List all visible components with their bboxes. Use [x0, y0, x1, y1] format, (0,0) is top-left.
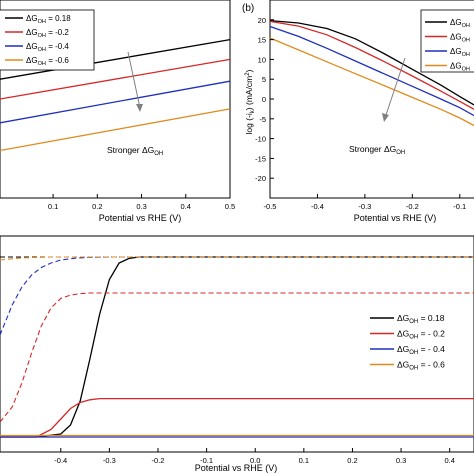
panel-c-series-line [0, 256, 474, 336]
panel-b-ytick-label: -15 [255, 154, 266, 163]
panel-b-series-line [269, 19, 474, 106]
panel-c: -0.4 -0.3 -0.2 -0.1 0.0 0.1 0.2 0.3 0.4 Potentia… [0, 235, 474, 473]
panel-a-xtick-label: 0.1 [48, 202, 58, 211]
panel-b-legend-box [420, 9, 474, 73]
panel-a-series-line [0, 108, 231, 152]
panel-c-xtick-label: -0.4 [54, 456, 67, 465]
panel-c-xtick-label: 0.0 [250, 456, 260, 465]
panel-b-xtick-label: -0.5 [264, 202, 277, 211]
panel-b-series-line [269, 25, 474, 117]
panel-c-xtick-label: 0.4 [444, 456, 454, 465]
panel-a-xticks: 0.1 0.2 0.3 0.4 0.5 [48, 194, 235, 211]
panel-b-series-line [269, 37, 474, 127]
panel-b-xtick-label: -0.1 [453, 202, 466, 211]
panel-c-legend-label: ΔGOH = 0.18 [397, 313, 445, 325]
panel-b-ylabel: log (-ik) (mA/cm2) [244, 69, 256, 134]
panel-a-xtick-label: 0.2 [92, 202, 102, 211]
panel-c-series-line [0, 256, 474, 261]
panel-c-xtick-label: -0.2 [152, 456, 165, 465]
panel-b-ytick-label: 5 [262, 75, 266, 84]
panel-b-xtick-label: -0.4 [311, 202, 324, 211]
panel-b-ytick-label: 10 [258, 55, 266, 64]
panel-a-series [0, 38, 231, 152]
panel-b: (b) -0.5 -0.4 -0.3 -0.2 -0.1 20 15 10 5 0 -5 -10 -1… [242, 0, 474, 223]
panel-c-legend: ΔGOH = 0.18 ΔGOH = - 0.2 ΔGOH = - 0.4 ΔGOH … [370, 313, 445, 372]
panel-c-xtick-label: -0.1 [200, 456, 213, 465]
panel-b-ytick-label: -10 [255, 135, 266, 144]
panel-a-legend-label: ΔGOH = -0.4 [26, 42, 69, 53]
panel-a-arrow [127, 51, 141, 109]
panel-b-yticks: 20 15 10 5 0 -5 -10 -15 -20 [255, 16, 274, 183]
panel-c-series-line [0, 397, 474, 438]
panel-c-legend-label: ΔGOH = - 0.6 [397, 360, 445, 372]
panel-a-legend-box [0, 9, 95, 71]
panel-b-ytick-label: 20 [258, 16, 266, 25]
panel-c-series-line [0, 292, 474, 423]
panel-c-xlabel: Potential vs RHE (V) [195, 463, 278, 473]
panel-a-series-line [0, 80, 231, 124]
panel-c-legend-label: ΔGOH = - 0.4 [397, 344, 445, 356]
panel-a-xlabel: Potential vs RHE (V) [99, 213, 182, 223]
panel-b-series-line [269, 20, 474, 110]
panel-a-legend-label: ΔGOH = 0.18 [26, 14, 71, 25]
panel-a-xtick-label: 0.5 [225, 202, 235, 211]
panel-c-xtick-label: 0.1 [299, 456, 309, 465]
panel-c-frame [0, 235, 474, 453]
panel-c-xtick-label: -0.3 [103, 456, 116, 465]
panel-b-legend-label: ΔGOH [450, 47, 470, 58]
panel-b-arrow [384, 57, 406, 119]
panel-b-arrow-head [382, 113, 389, 122]
panel-b-legend-label: ΔGOH [450, 18, 470, 29]
panel-b-annotation: Stronger ΔGOH [349, 144, 405, 156]
panel-a-legend-label: ΔGOH = -0.2 [26, 28, 69, 39]
panel-a-legend-label: ΔGOH = -0.6 [26, 56, 69, 67]
panel-b-ytick-label: -20 [255, 174, 266, 183]
panel-a-legend: ΔGOH = 0.18 ΔGOH = -0.2 ΔGOH = -0.4 ΔGOH = … [5, 14, 71, 67]
panel-a: 0.1 0.2 0.3 0.4 0.5 Potential vs RHE (V) ΔGO… [0, 0, 235, 223]
panel-a-xtick-label: 0.3 [136, 202, 146, 211]
panel-c-xticks: -0.4 -0.3 -0.2 -0.1 0.0 0.1 0.2 0.3 0.4 [54, 448, 455, 465]
panel-b-xlabel: Potential vs RHE (V) [354, 213, 437, 223]
panel-a-xtick-label: 0.4 [181, 202, 191, 211]
panel-c-series [0, 256, 474, 438]
panel-b-legend-label: ΔGOH [450, 33, 470, 44]
panel-b-xtick-label: -0.3 [358, 202, 371, 211]
panel-b-xtick-label: -0.2 [406, 202, 419, 211]
panel-c-legend-label: ΔGOH = - 0.2 [397, 329, 445, 341]
panel-c-xtick-label: 0.3 [396, 456, 406, 465]
panel-b-series [269, 19, 474, 127]
panel-a-series-line [0, 58, 231, 100]
panel-a-series-line [0, 38, 231, 80]
panel-a-annotation: Stronger ΔGOH [107, 145, 163, 157]
panel-b-ytick-label: 15 [258, 36, 266, 45]
panel-b-legend: ΔGOH ΔGOH ΔGOH ΔGOH [425, 18, 470, 73]
panel-c-xtick-label: 0.2 [347, 456, 357, 465]
panel-b-ytick-label: -5 [259, 115, 266, 124]
panel-b-legend-label: ΔGOH [450, 62, 470, 73]
panel-b-ytick-label: 0 [262, 95, 266, 104]
panel-a-arrow-head [136, 104, 143, 112]
panel-a-frame [0, 0, 231, 199]
panel-b-label: (b) [242, 3, 254, 14]
panel-b-xticks: -0.5 -0.4 -0.3 -0.2 -0.1 [264, 194, 466, 211]
